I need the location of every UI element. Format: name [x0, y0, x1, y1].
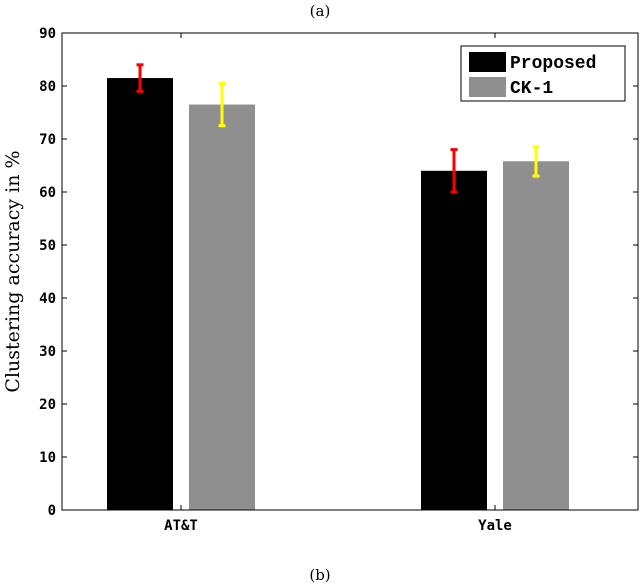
- bar-ck-1-1: [503, 161, 569, 510]
- x-tick-label: AT&T: [164, 518, 198, 534]
- caption-bottom: (b): [309, 566, 331, 584]
- y-tick-label: 60: [39, 185, 56, 201]
- legend-swatch-ck-1: [469, 77, 506, 97]
- plot-frame: [61, 32, 639, 511]
- bar-proposed-1: [421, 170, 487, 511]
- legend-label: Proposed: [510, 54, 596, 74]
- legend-label: CK-1: [510, 79, 553, 99]
- y-tick-label: 10: [39, 450, 56, 466]
- y-tick-label: 50: [39, 238, 56, 254]
- y-tick-label: 40: [39, 291, 56, 307]
- y-tick-label: 20: [39, 397, 56, 413]
- y-tick-label: 0: [48, 503, 56, 519]
- y-tick-label: 70: [39, 132, 56, 148]
- y-tick-label: 30: [39, 344, 56, 360]
- y-tick-label: 90: [39, 26, 56, 42]
- x-tick-label: Yale: [478, 518, 512, 534]
- y-axis-label: Clustering accuracy in %: [2, 150, 24, 392]
- bar-chart: 0 10 20 30 40 50 60 70 80 90 AT&T Yale Clustering ac…: [2, 26, 639, 534]
- y-tick-label: 80: [39, 79, 56, 95]
- caption-top: (a): [309, 2, 331, 20]
- bar-proposed-0: [107, 78, 173, 511]
- legend-swatch-proposed: [469, 52, 506, 72]
- bar-ck-1-0: [189, 104, 255, 511]
